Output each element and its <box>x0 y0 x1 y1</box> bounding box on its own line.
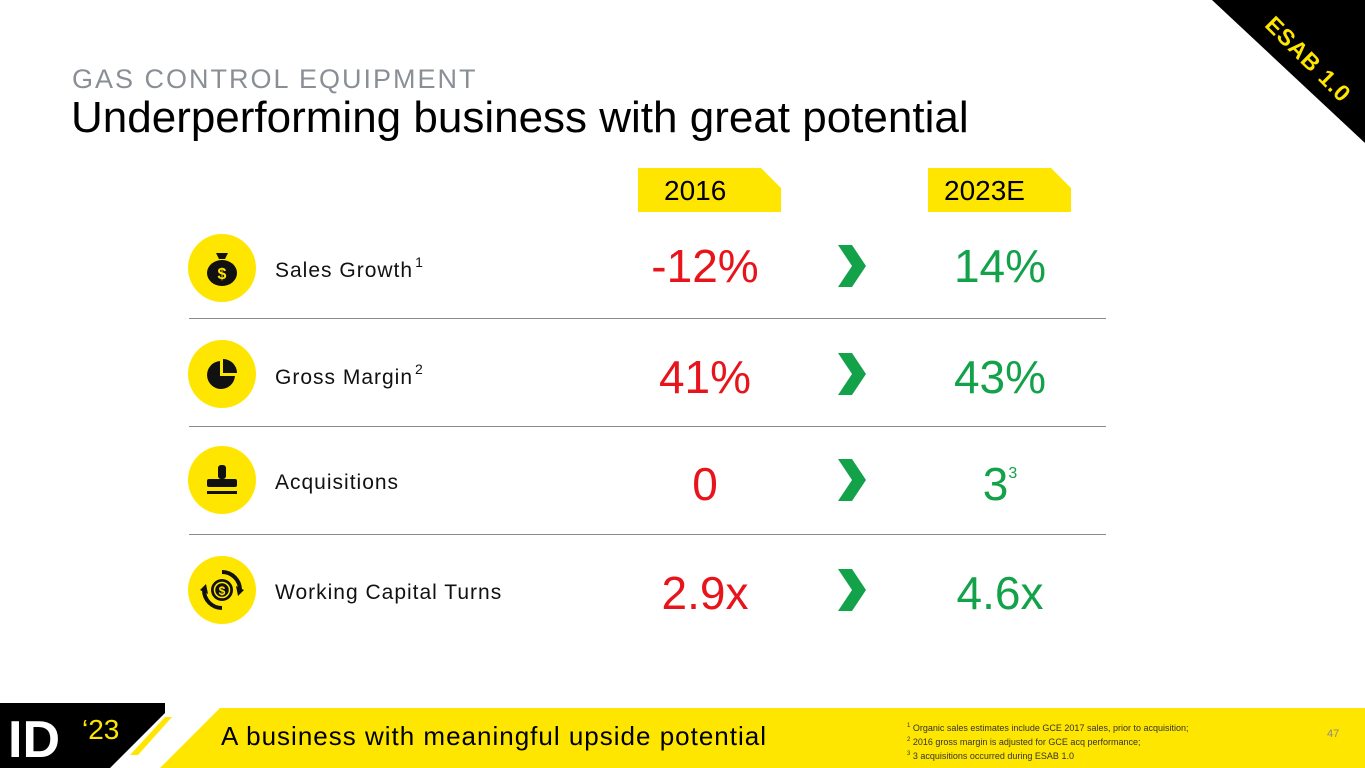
row-divider <box>189 534 1106 535</box>
chevron-right-icon <box>836 569 868 616</box>
footnotes: 1 Organic sales estimates include GCE 20… <box>907 720 1189 762</box>
metric-row-gross-margin: Gross Margin 2 41% 43% <box>188 320 1106 428</box>
chevron-right-icon <box>836 353 868 400</box>
value-2023e: 14% <box>953 240 1047 292</box>
metric-label: Working Capital Turns <box>275 581 503 604</box>
column-header-to: 2023E <box>928 168 1071 212</box>
value-2023e: 33 <box>982 458 1018 510</box>
banner-message: A business with meaningful upside potent… <box>221 721 767 751</box>
chevron-right-icon <box>836 459 868 506</box>
cash-cycle-icon: $ <box>188 556 256 624</box>
corner-ribbon <box>1212 0 1365 143</box>
section-kicker: GAS CONTROL EQUIPMENT <box>72 64 478 94</box>
page-number: 47 <box>1327 728 1340 740</box>
footnote: 1 Organic sales estimates include GCE 20… <box>907 723 1189 733</box>
value-2016: -12% <box>651 240 759 292</box>
bottom-banner <box>0 708 1365 768</box>
pie-chart-icon <box>188 340 256 408</box>
svg-text:$: $ <box>218 266 227 283</box>
metric-label: Sales Growth 1 <box>275 254 424 282</box>
footnote: 2 2016 gross margin is adjusted for GCE … <box>907 737 1141 747</box>
metric-row-acquisitions: Acquisitions 0 33 <box>188 428 1106 536</box>
money-bag-icon: $ <box>188 234 256 302</box>
metric-label: Acquisitions <box>275 471 400 494</box>
chevron-right-icon <box>836 245 868 292</box>
value-2023e: 43% <box>953 351 1047 403</box>
row-divider <box>189 318 1106 319</box>
value-2016: 2.9x <box>661 567 749 619</box>
logo-year: ‘23 <box>82 714 119 745</box>
value-2016: 0 <box>692 458 718 510</box>
row-divider <box>189 426 1106 427</box>
svg-text:$: $ <box>219 584 226 598</box>
metric-label: Gross Margin 2 <box>275 361 424 389</box>
page-title: Underperforming business with great pote… <box>71 93 969 142</box>
footnote: 3 3 acquisitions occurred during ESAB 1.… <box>907 751 1074 761</box>
metric-row-sales-growth: $ Sales Growth 1 -12% 14% <box>188 213 1106 321</box>
value-2016: 41% <box>658 351 752 403</box>
event-logo: ID ‘23 <box>0 703 220 768</box>
column-header-from: 2016 <box>638 168 781 212</box>
logo-text: ID <box>8 711 60 768</box>
metric-row-working-capital-turns: $ Working Capital Turns 2.9x 4.6x <box>188 536 1106 644</box>
stamp-icon <box>188 446 256 514</box>
value-2023e: 4.6x <box>956 567 1044 619</box>
